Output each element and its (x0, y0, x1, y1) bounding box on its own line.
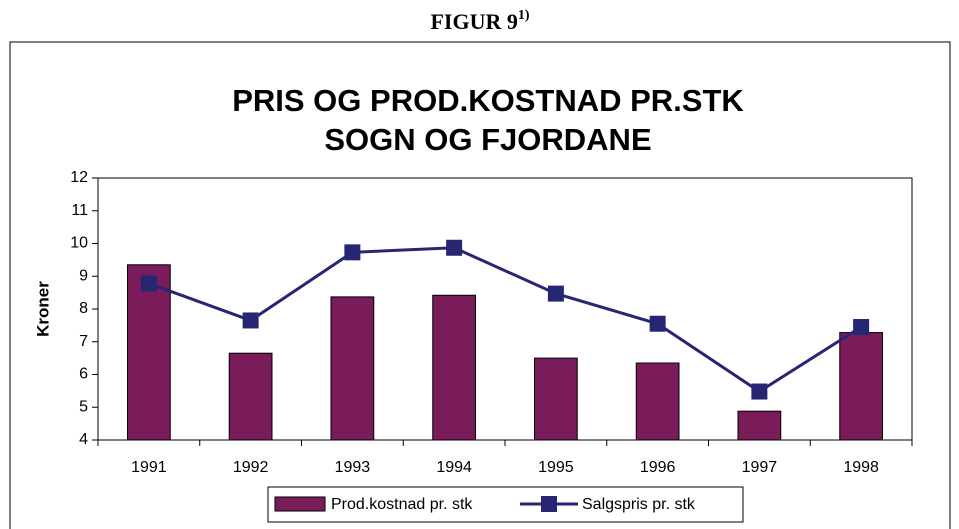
figure-label: FIGUR 91) (430, 8, 529, 34)
marker (344, 244, 361, 261)
y-tick-label: 6 (79, 366, 88, 383)
x-tick-label: 1994 (436, 459, 472, 476)
legend (267, 486, 744, 523)
bar (534, 357, 578, 441)
x-tick-label: 1997 (742, 459, 778, 476)
bar (127, 264, 171, 441)
legend-swatch (541, 496, 557, 512)
marker (649, 315, 666, 332)
bar (228, 352, 273, 441)
x-tick-label: 1998 (843, 459, 879, 476)
y-tick-label: 8 (79, 300, 88, 317)
chart-title: SOGN OG FJORDANE (324, 122, 651, 157)
legend-label: Prod.kostnad pr. stk (331, 496, 473, 513)
marker (853, 319, 870, 336)
marker (547, 285, 564, 302)
y-tick-label: 10 (70, 235, 88, 252)
bar (737, 410, 782, 441)
y-axis-label: Kroner (33, 281, 52, 337)
marker (446, 239, 463, 256)
bar (330, 296, 375, 441)
marker (751, 383, 768, 400)
legend-label: Salgspris pr. stk (582, 496, 696, 513)
figure-label-text: FIGUR 9 (430, 9, 517, 34)
x-tick-label: 1993 (335, 459, 371, 476)
y-tick-label: 9 (79, 267, 88, 284)
line (148, 246, 862, 394)
y-tick-label: 11 (71, 202, 88, 219)
x-tick-label: 1992 (233, 459, 269, 476)
x-tick-label: 1996 (640, 459, 676, 476)
y-tick-label: 4 (79, 431, 88, 448)
y-tick-label: 12 (70, 169, 88, 186)
bar (635, 362, 680, 441)
y-tick-label: 5 (79, 398, 88, 415)
y-tick-label: 7 (79, 333, 88, 350)
x-tick-label: 1995 (538, 459, 574, 476)
bar (432, 294, 476, 441)
figure-note: 1) (518, 8, 530, 23)
legend-swatch (274, 496, 326, 512)
x-tick-label: 1991 (131, 459, 167, 476)
marker (140, 275, 157, 292)
chart-title: PRIS OG PROD.KOSTNAD PR.STK (232, 83, 744, 118)
marker (242, 312, 259, 329)
bar (839, 332, 883, 441)
